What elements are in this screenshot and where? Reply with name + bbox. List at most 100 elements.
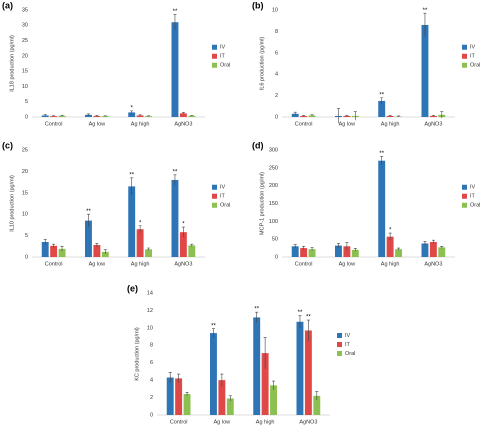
x-tick-label: Ag high xyxy=(256,419,275,425)
bar xyxy=(50,116,58,117)
error-bar xyxy=(302,246,306,250)
bar xyxy=(308,115,316,117)
bar xyxy=(128,112,136,117)
x-tick-label: AgNO3 xyxy=(174,121,192,127)
error-bar xyxy=(345,115,349,117)
bar xyxy=(179,232,187,257)
significance: * xyxy=(139,220,142,226)
legend-label: IT xyxy=(345,342,351,348)
error-bar xyxy=(431,239,435,244)
legend-swatch xyxy=(462,44,467,50)
legend-swatch xyxy=(212,184,217,190)
bar xyxy=(421,24,429,118)
bar xyxy=(291,113,299,117)
x-tick-label: AgNO3 xyxy=(424,121,442,127)
error-bar xyxy=(147,115,151,117)
error-bar xyxy=(336,243,340,248)
error-bar xyxy=(293,111,297,116)
y-tick-label: 2 xyxy=(150,395,153,401)
bar xyxy=(209,333,217,415)
error-bar xyxy=(60,115,64,117)
significance: ** xyxy=(379,92,384,98)
bar xyxy=(395,249,403,257)
x-tick-label: Ag high xyxy=(131,121,150,127)
bar xyxy=(41,242,49,257)
bar xyxy=(84,114,92,117)
x-tick-label: Control xyxy=(170,419,188,425)
y-tick-label: 150 xyxy=(269,201,278,207)
bar xyxy=(58,248,66,257)
error-bar xyxy=(130,177,134,195)
error-bar xyxy=(431,115,435,117)
x-tick-label: AgNO3 xyxy=(299,419,317,425)
bar xyxy=(438,247,446,257)
error-bar xyxy=(353,111,357,121)
bar xyxy=(188,115,196,117)
error-bar xyxy=(147,247,151,251)
bar xyxy=(291,246,299,257)
legend-swatch xyxy=(462,184,467,190)
y-tick-label: 0 xyxy=(275,254,278,260)
y-axis-label: IL18 production (pg/ml) xyxy=(9,35,15,92)
error-bar xyxy=(298,315,302,328)
significance: ** xyxy=(129,172,134,178)
error-bar xyxy=(211,328,215,338)
significance: ** xyxy=(173,169,178,175)
error-bar xyxy=(228,395,232,402)
y-tick-label: 250 xyxy=(269,165,278,171)
panel-label: (b) xyxy=(252,0,264,10)
legend-swatch xyxy=(212,62,217,68)
error-bar xyxy=(181,112,185,115)
x-tick-label: Ag low xyxy=(339,121,356,127)
panel-label: (a) xyxy=(2,0,13,10)
error-bar xyxy=(310,247,314,251)
x-tick-label: Control xyxy=(295,261,313,267)
legend-label: Oral xyxy=(345,351,355,357)
y-axis-label: KC production (pg/ml) xyxy=(134,327,140,381)
y-tick-label: 50 xyxy=(272,237,278,243)
bar xyxy=(300,248,308,257)
bar xyxy=(378,100,386,117)
bar xyxy=(128,186,136,257)
legend-label: Oral xyxy=(470,63,480,69)
error-bar xyxy=(388,115,392,117)
y-tick-label: 20 xyxy=(22,169,28,175)
bar xyxy=(93,245,101,257)
error-bar xyxy=(306,319,310,341)
legend-label: IV xyxy=(470,185,476,191)
legend-swatch xyxy=(462,53,467,59)
bar xyxy=(304,330,312,415)
error-bar xyxy=(397,247,401,251)
y-tick-label: 12 xyxy=(147,308,153,314)
legend-label: IT xyxy=(220,194,226,200)
bar xyxy=(136,229,144,257)
error-bar xyxy=(52,243,56,248)
y-tick-label: 10 xyxy=(22,84,28,90)
significance: ** xyxy=(379,151,384,157)
error-bar xyxy=(103,249,107,255)
y-tick-label: 6 xyxy=(150,360,153,366)
y-tick-label: 5 xyxy=(25,99,28,105)
bar xyxy=(166,377,174,415)
y-tick-label: 10 xyxy=(22,212,28,218)
legend-label: IV xyxy=(345,333,351,339)
error-bar xyxy=(95,115,99,117)
error-bar xyxy=(190,115,194,117)
significance: ** xyxy=(86,209,91,215)
y-tick-label: 14 xyxy=(147,290,153,296)
error-bar xyxy=(220,373,224,387)
error-bar xyxy=(353,248,357,252)
error-bar xyxy=(86,213,90,228)
error-bar xyxy=(336,108,340,124)
bar xyxy=(313,395,321,415)
error-bar xyxy=(130,110,134,114)
x-tick-label: AgNO3 xyxy=(424,261,442,267)
bar xyxy=(101,116,109,117)
error-bar xyxy=(272,380,276,390)
error-bar xyxy=(255,311,259,323)
error-bar xyxy=(60,246,64,252)
bar xyxy=(183,394,191,415)
bar xyxy=(188,245,196,257)
y-tick-label: 35 xyxy=(22,7,28,13)
y-tick-label: 15 xyxy=(22,69,28,75)
